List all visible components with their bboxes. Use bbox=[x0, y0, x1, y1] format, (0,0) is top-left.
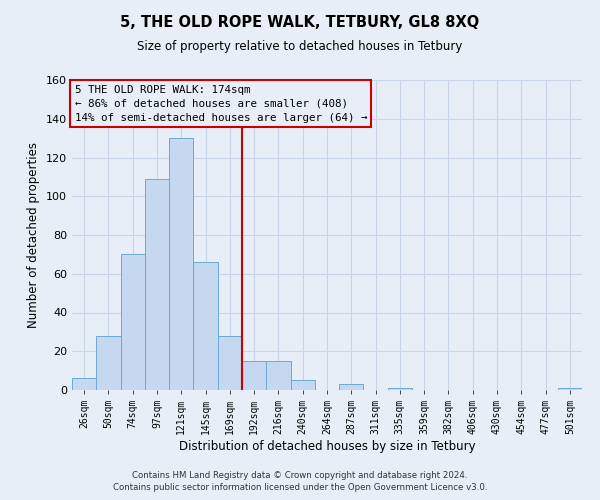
Bar bbox=[218, 336, 242, 390]
Bar bbox=[388, 388, 412, 390]
Y-axis label: Number of detached properties: Number of detached properties bbox=[28, 142, 40, 328]
Bar bbox=[339, 384, 364, 390]
Bar bbox=[558, 388, 582, 390]
Bar bbox=[242, 361, 266, 390]
X-axis label: Distribution of detached houses by size in Tetbury: Distribution of detached houses by size … bbox=[179, 440, 475, 453]
Text: 5 THE OLD ROPE WALK: 174sqm
← 86% of detached houses are smaller (408)
14% of se: 5 THE OLD ROPE WALK: 174sqm ← 86% of det… bbox=[74, 84, 367, 122]
Bar bbox=[169, 138, 193, 390]
Bar bbox=[72, 378, 96, 390]
Bar bbox=[121, 254, 145, 390]
Bar bbox=[266, 361, 290, 390]
Text: Contains HM Land Registry data © Crown copyright and database right 2024.
Contai: Contains HM Land Registry data © Crown c… bbox=[113, 471, 487, 492]
Bar bbox=[193, 262, 218, 390]
Text: 5, THE OLD ROPE WALK, TETBURY, GL8 8XQ: 5, THE OLD ROPE WALK, TETBURY, GL8 8XQ bbox=[121, 15, 479, 30]
Bar bbox=[290, 380, 315, 390]
Bar bbox=[96, 336, 121, 390]
Bar bbox=[145, 179, 169, 390]
Text: Size of property relative to detached houses in Tetbury: Size of property relative to detached ho… bbox=[137, 40, 463, 53]
